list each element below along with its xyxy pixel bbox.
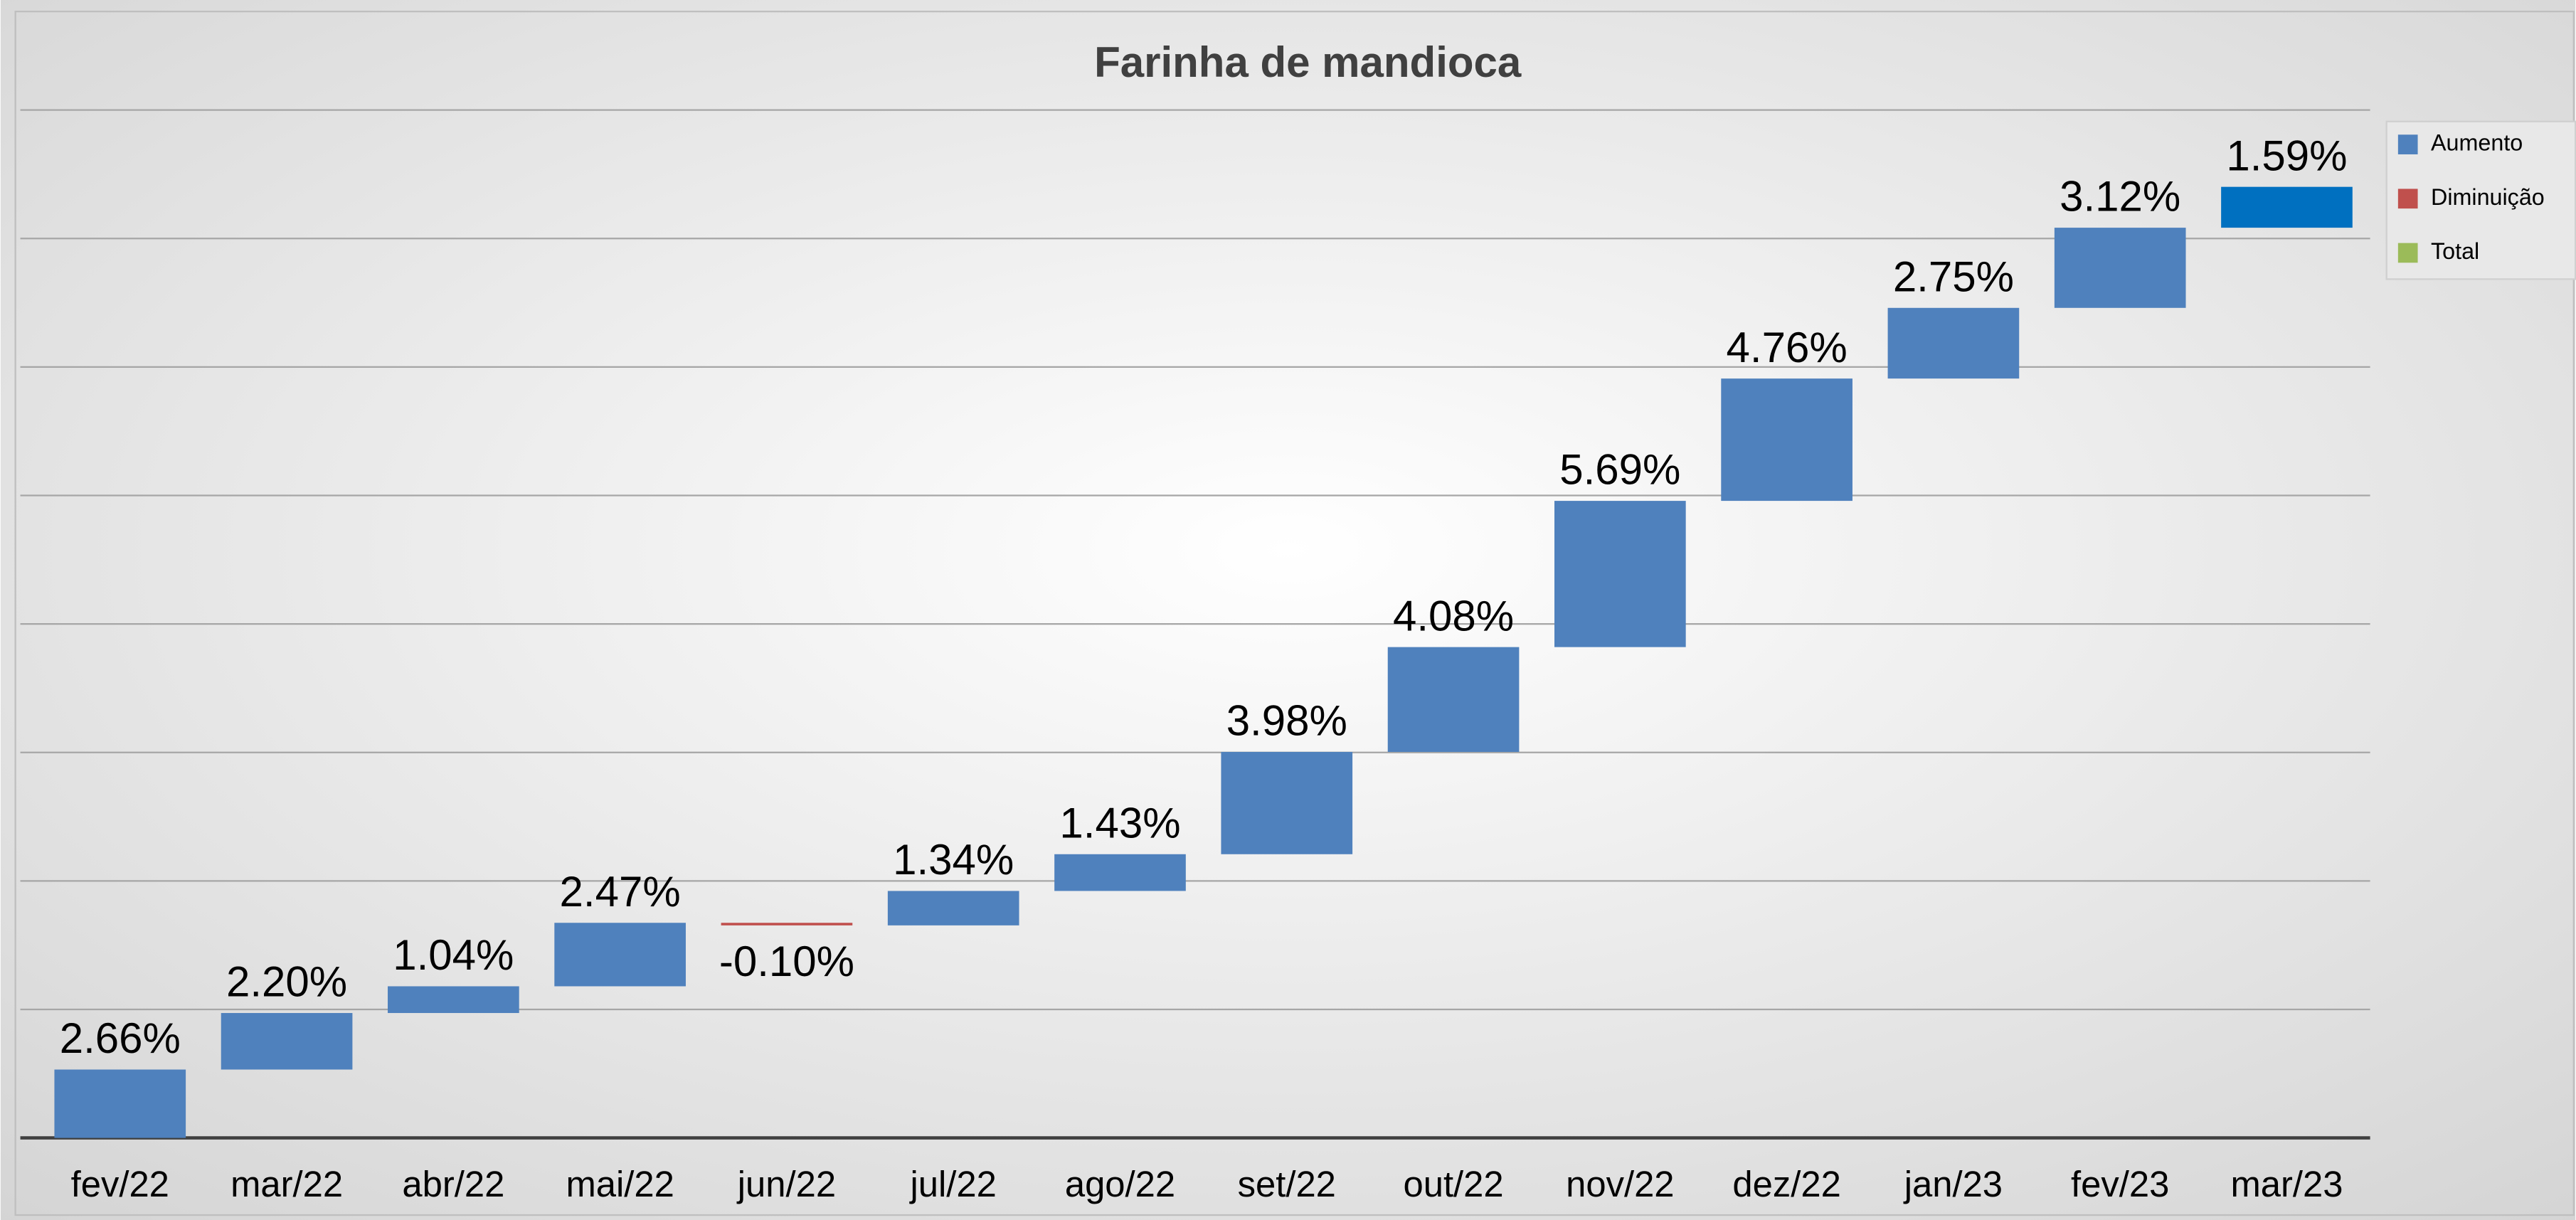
x-tick-label: mar/22 (230, 1164, 343, 1204)
x-tick-label: jun/22 (736, 1164, 836, 1204)
bar (2221, 186, 2353, 228)
x-tick-label: nov/22 (1566, 1164, 1674, 1204)
chart-border (14, 11, 2575, 1216)
data-label: 3.98% (1226, 697, 1347, 745)
x-tick-label: mar/23 (2230, 1164, 2343, 1204)
bar (1387, 647, 1520, 753)
bar (1887, 307, 2020, 379)
legend-swatch (2397, 243, 2418, 263)
data-label: 1.34% (893, 836, 1014, 884)
bar (2054, 228, 2186, 308)
legend-box (2385, 120, 2576, 280)
bar (554, 923, 686, 987)
x-tick-label: abr/22 (402, 1164, 504, 1204)
legend-swatch (2397, 189, 2418, 209)
legend-label: Total (2431, 238, 2479, 264)
bar (1721, 378, 1853, 502)
x-tick-label: fev/22 (71, 1164, 169, 1204)
data-label: 3.12% (2060, 173, 2180, 221)
data-label: 2.66% (60, 1014, 181, 1062)
x-tick-label: ago/22 (1065, 1164, 1175, 1204)
data-label: 1.59% (2226, 132, 2347, 179)
x-tick-label: jul/22 (909, 1164, 997, 1204)
data-label: 5.69% (1559, 446, 1680, 494)
x-tick-label: out/22 (1403, 1164, 1503, 1204)
bar (1554, 501, 1686, 647)
legend-label: Aumento (2431, 130, 2523, 156)
data-label: 2.47% (560, 868, 681, 916)
x-tick-label: jan/23 (1903, 1164, 2003, 1204)
data-label: 4.08% (1393, 592, 1514, 640)
chart-title: Farinha de mandioca (1094, 38, 1522, 86)
x-tick-label: dez/22 (1732, 1164, 1840, 1204)
x-tick-label: mai/22 (566, 1164, 674, 1204)
bar (388, 986, 519, 1014)
bar (721, 923, 853, 925)
legend-label: Diminuição (2431, 184, 2545, 210)
legend-swatch (2397, 134, 2418, 154)
bar (221, 1013, 353, 1070)
bar (1054, 854, 1186, 891)
data-label: 2.75% (1893, 253, 2014, 300)
data-label: 4.76% (1727, 324, 1848, 371)
bar (54, 1069, 186, 1138)
bar (1221, 752, 1353, 854)
data-label: 1.04% (393, 931, 514, 979)
x-tick-label: set/22 (1238, 1164, 1336, 1204)
data-label: -0.10% (719, 938, 854, 985)
x-tick-label: fev/23 (2071, 1164, 2169, 1204)
bar (887, 891, 1019, 925)
data-label: 1.43% (1059, 799, 1180, 847)
data-label: 2.20% (226, 958, 347, 1006)
